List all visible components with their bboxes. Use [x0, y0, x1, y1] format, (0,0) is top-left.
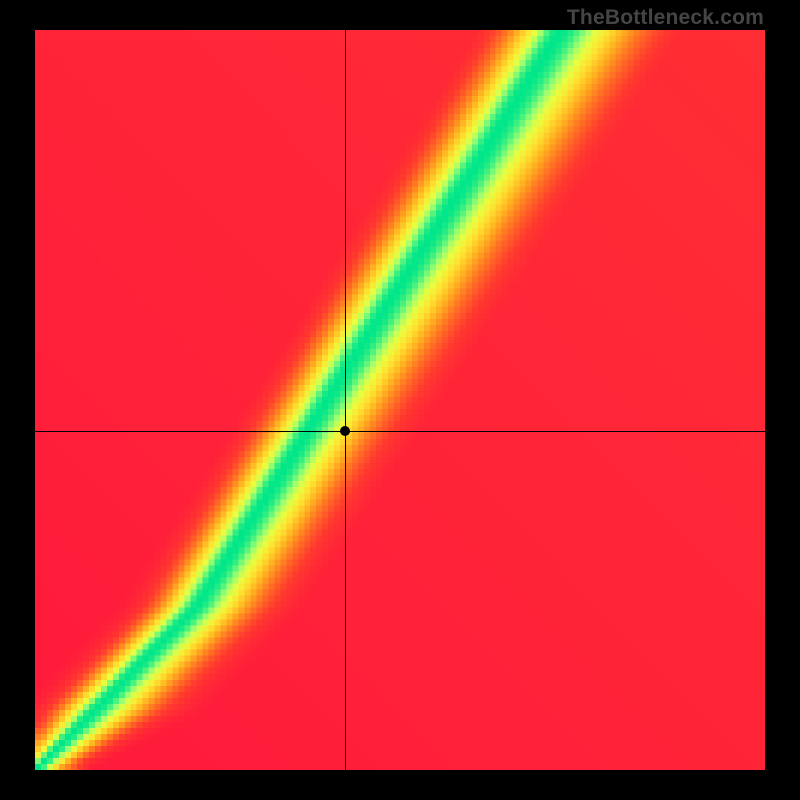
heatmap-canvas	[35, 30, 765, 770]
watermark-text: TheBottleneck.com	[567, 6, 764, 30]
chart-container: TheBottleneck.com	[0, 0, 800, 800]
crosshair-vertical	[345, 30, 346, 770]
crosshair-horizontal	[35, 431, 765, 432]
